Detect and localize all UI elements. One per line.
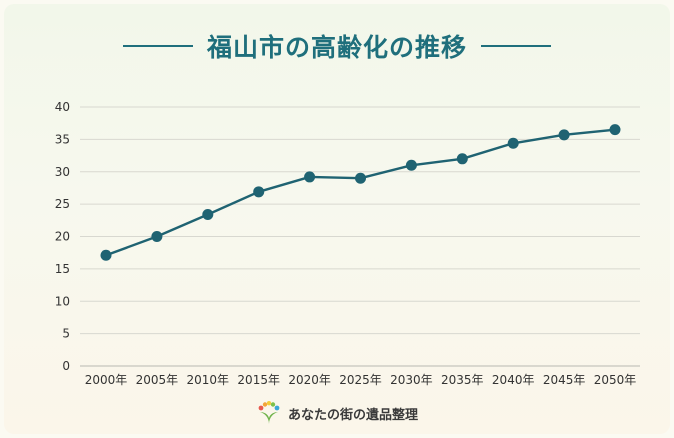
- data-point: [151, 231, 163, 242]
- title-line-right: [481, 45, 551, 47]
- data-point: [100, 249, 112, 261]
- x-tick-label: 2030年: [390, 373, 433, 387]
- x-tick-label: 2015年: [237, 373, 280, 387]
- data-point: [507, 137, 519, 149]
- chart-card: [4, 4, 670, 434]
- x-tick-label: 2020年: [288, 373, 331, 387]
- x-tick-label: 2010年: [187, 373, 230, 387]
- data-point: [202, 208, 214, 220]
- data-point: [355, 172, 366, 184]
- x-tick-label: 2040年: [492, 373, 535, 387]
- x-tick-labels: 2000年 2005年 2010年 2015年 2020年 2025年 2030年 2035年…: [85, 373, 637, 387]
- x-tick-label: 2005年: [136, 373, 179, 387]
- data-point: [609, 124, 621, 136]
- x-tick-label: 2045年: [543, 373, 586, 387]
- x-tick-label: 2000年: [85, 373, 128, 387]
- y-tick-label: 10: [55, 294, 70, 308]
- data-point: [405, 159, 417, 171]
- series-group: [100, 124, 621, 261]
- brand-name: あなたの街の遺品整理: [287, 407, 418, 423]
- grid-lines: [80, 106, 640, 367]
- y-tick-label: 20: [55, 230, 70, 244]
- x-tick-label: 2050年: [594, 373, 637, 387]
- y-tick-label: 40: [55, 100, 70, 114]
- y-tick-labels: 0 5 10 15 20 25 30 35 40: [55, 100, 70, 373]
- x-tick-label: 2025年: [339, 373, 382, 387]
- data-point: [304, 171, 316, 183]
- x-tick-label: 2035年: [441, 373, 484, 387]
- data-point: [558, 129, 570, 141]
- y-tick-label: 0: [62, 359, 70, 373]
- title-row: 福山市の高齢化の推移: [0, 26, 674, 66]
- chart-title: 福山市の高齢化の推移: [206, 33, 467, 62]
- brand-logo-icon: [258, 401, 280, 424]
- data-point: [253, 186, 265, 198]
- y-tick-label: 30: [55, 165, 70, 179]
- data-point: [456, 153, 468, 165]
- y-tick-label: 25: [55, 197, 70, 211]
- title-line-left: [122, 45, 193, 47]
- y-tick-label: 15: [55, 262, 70, 276]
- y-tick-label: 5: [62, 327, 70, 341]
- y-tick-label: 35: [55, 132, 70, 146]
- footer: あなたの街の遺品整理: [0, 400, 674, 426]
